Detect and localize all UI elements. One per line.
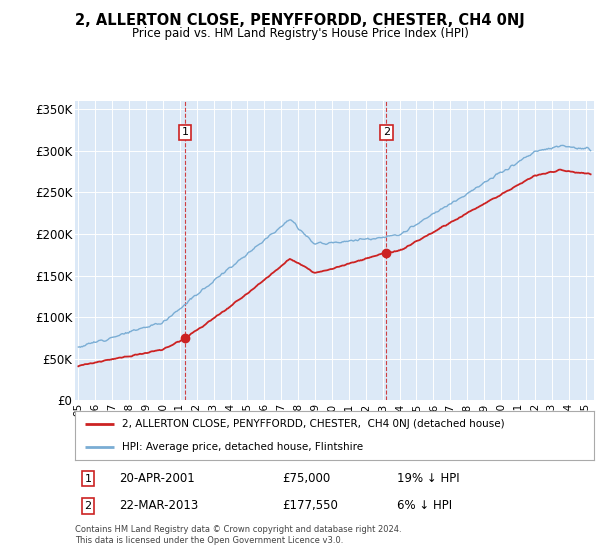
Text: £75,000: £75,000 [283, 472, 331, 485]
Text: 1: 1 [85, 474, 91, 483]
Text: 22-MAR-2013: 22-MAR-2013 [119, 500, 199, 512]
Text: HPI: Average price, detached house, Flintshire: HPI: Average price, detached house, Flin… [122, 442, 363, 452]
Text: Price paid vs. HM Land Registry's House Price Index (HPI): Price paid vs. HM Land Registry's House … [131, 27, 469, 40]
Text: 2, ALLERTON CLOSE, PENYFFORDD, CHESTER, CH4 0NJ: 2, ALLERTON CLOSE, PENYFFORDD, CHESTER, … [75, 13, 525, 29]
Text: 1: 1 [181, 128, 188, 137]
Text: 20-APR-2001: 20-APR-2001 [119, 472, 195, 485]
Text: Contains HM Land Registry data © Crown copyright and database right 2024.
This d: Contains HM Land Registry data © Crown c… [75, 525, 401, 545]
Text: 2: 2 [383, 128, 390, 137]
Text: 2: 2 [85, 501, 92, 511]
Text: 6% ↓ HPI: 6% ↓ HPI [397, 500, 452, 512]
Text: 19% ↓ HPI: 19% ↓ HPI [397, 472, 460, 485]
Text: 2, ALLERTON CLOSE, PENYFFORDD, CHESTER,  CH4 0NJ (detached house): 2, ALLERTON CLOSE, PENYFFORDD, CHESTER, … [122, 419, 505, 430]
Text: £177,550: £177,550 [283, 500, 338, 512]
